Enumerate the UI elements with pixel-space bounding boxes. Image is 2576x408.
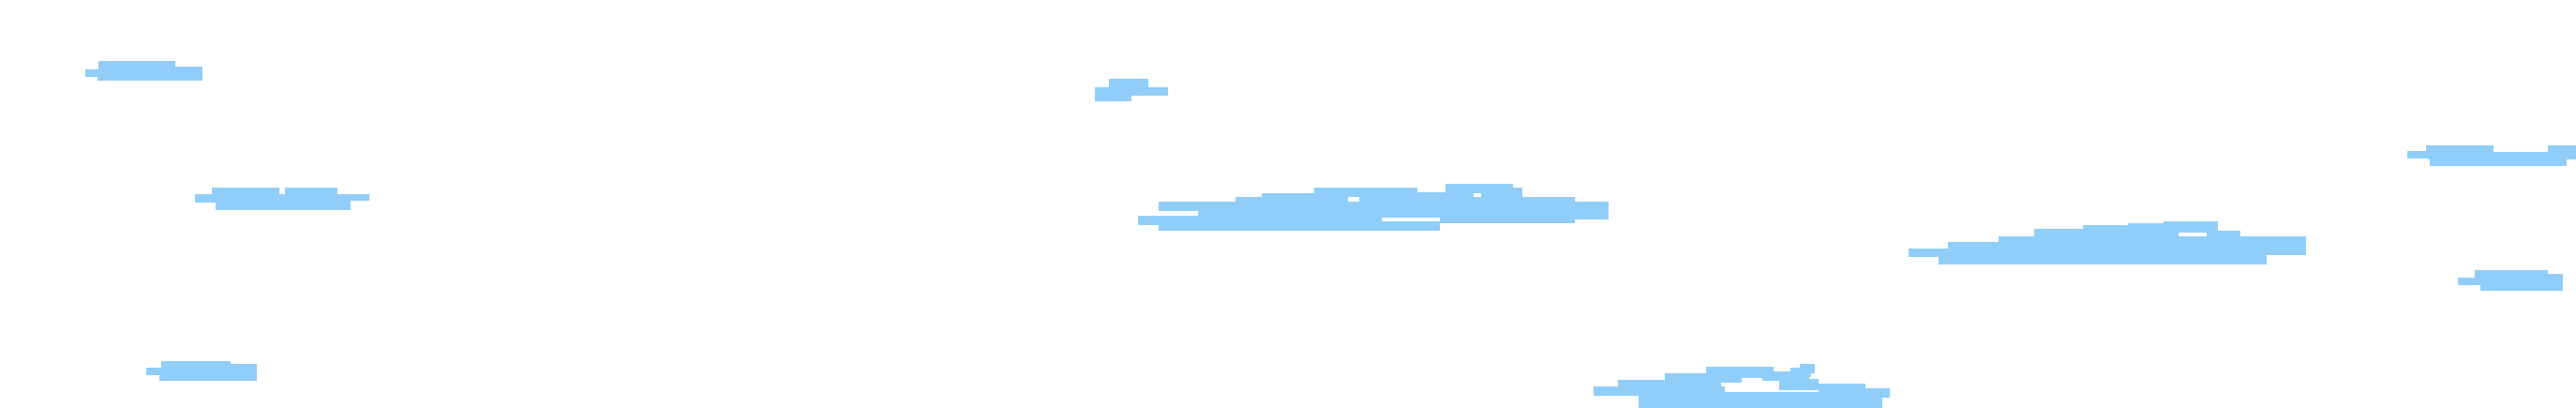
cloud-2 <box>1095 79 1168 101</box>
cloud-8 <box>146 361 257 381</box>
cloud-3 <box>195 188 369 210</box>
cloud-6 <box>2407 145 2576 166</box>
cloud-1 <box>85 61 202 81</box>
cloud-9 <box>1594 364 1890 408</box>
cloud-5 <box>1909 221 2306 264</box>
cloud-7 <box>2458 270 2563 291</box>
cloud-4 <box>1138 184 1609 231</box>
